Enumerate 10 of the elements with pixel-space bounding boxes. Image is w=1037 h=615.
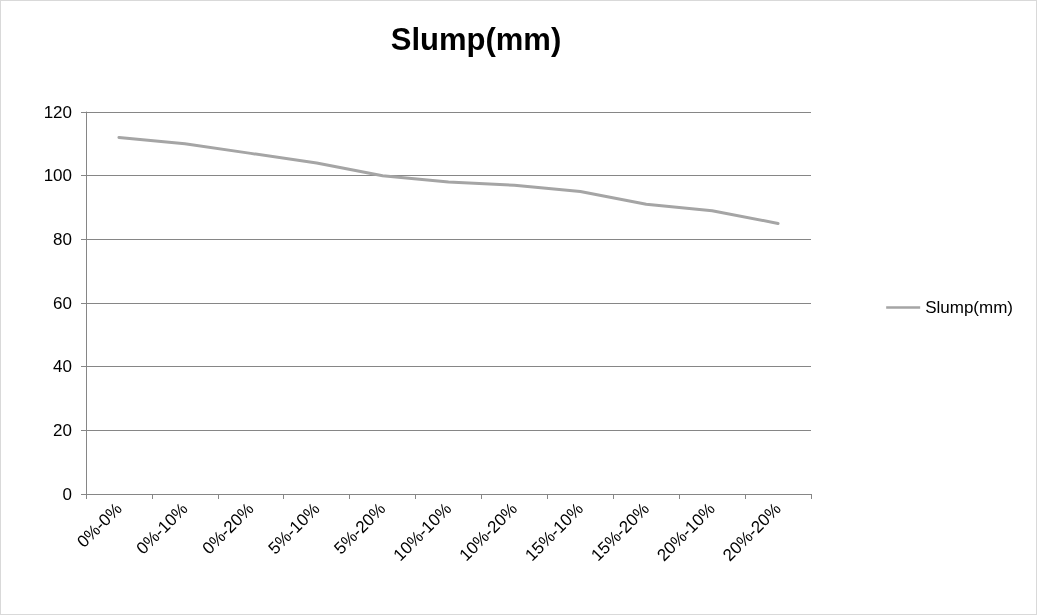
y-tick-label: 100: [43, 166, 72, 186]
y-tick-label: 0: [62, 484, 72, 504]
y-tick-label: 40: [53, 357, 72, 377]
chart-title: Slump(mm): [390, 22, 562, 57]
line-series: [117, 135, 780, 225]
legend-label: Slump(mm): [925, 298, 1014, 317]
y-tick-label: 60: [53, 293, 72, 313]
y-tick-label: 20: [53, 420, 72, 440]
y-tick-label: 80: [53, 229, 72, 249]
y-tick-label: 120: [43, 102, 72, 122]
